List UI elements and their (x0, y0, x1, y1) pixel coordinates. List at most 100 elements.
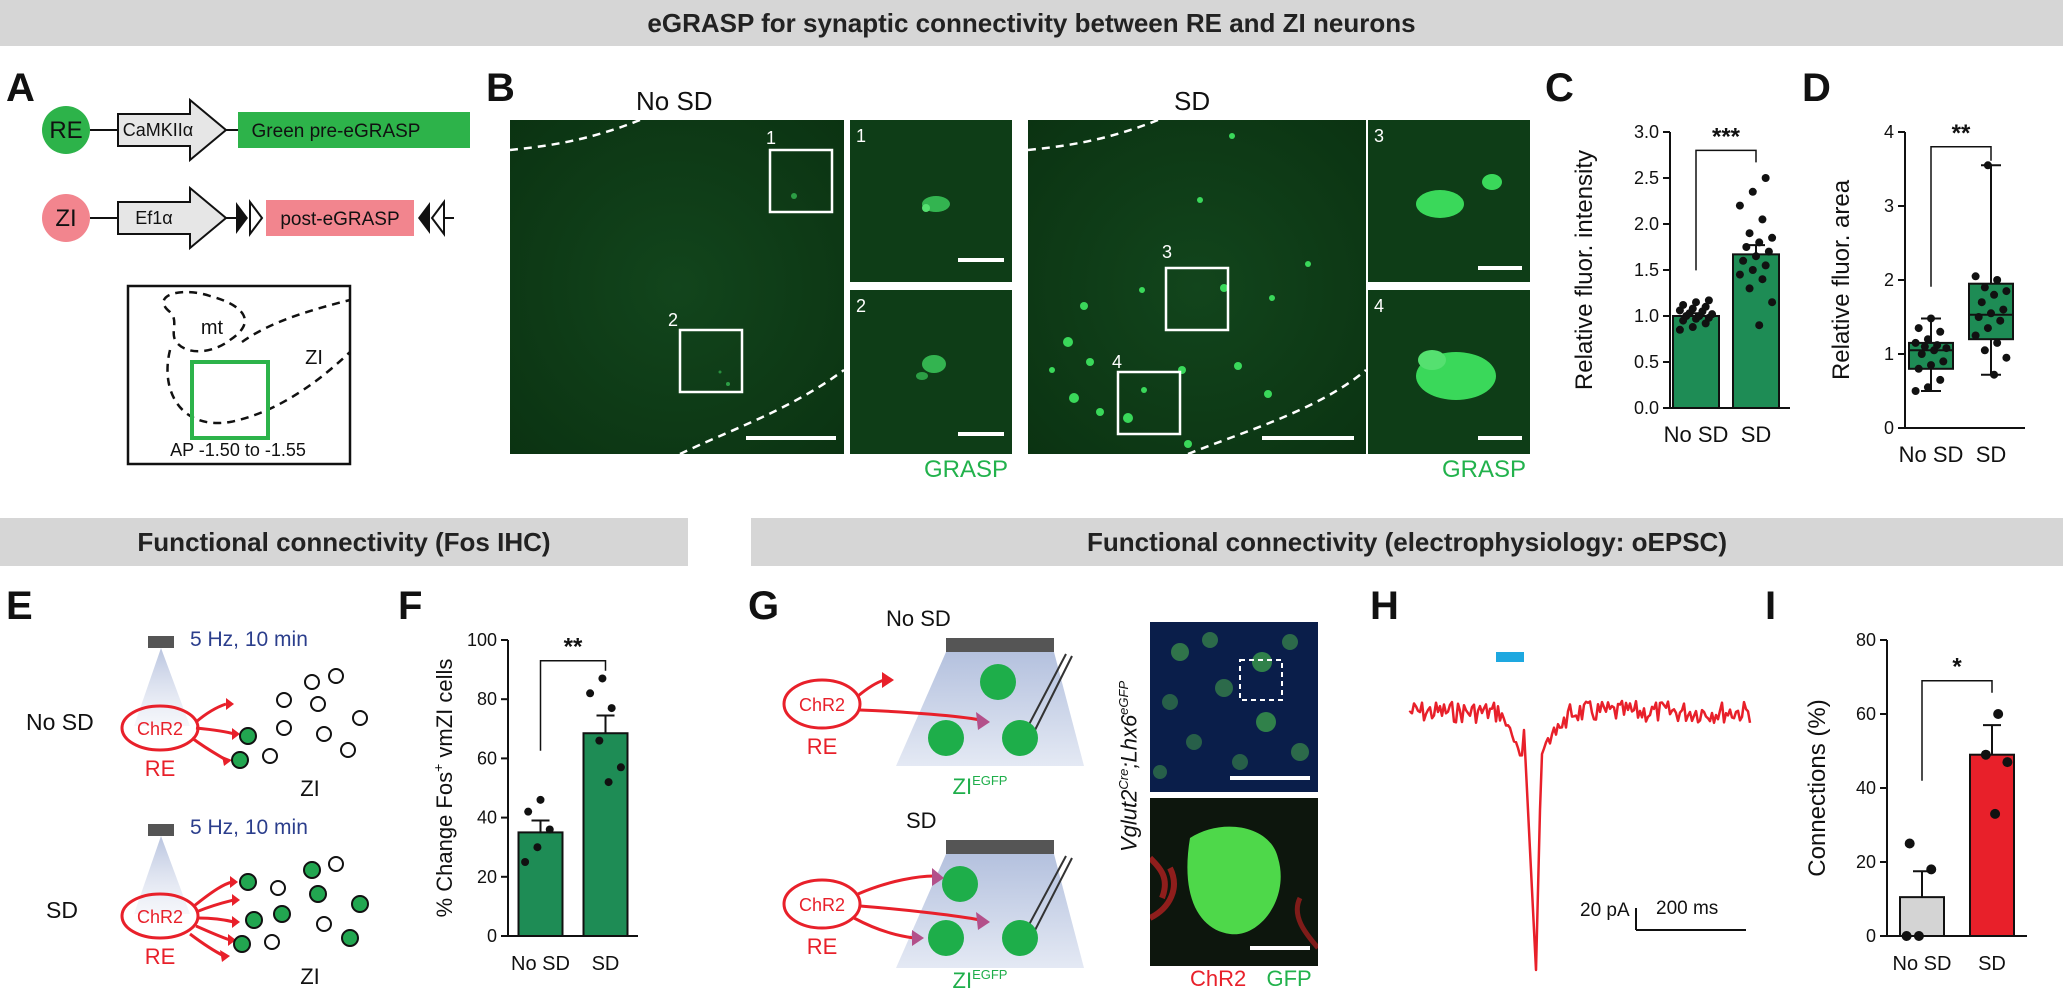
y-tick-label: 80 (477, 689, 497, 709)
significance-bracket (1921, 679, 1993, 781)
y-tick-label: 3.0 (1634, 122, 1659, 142)
y-tick-label: 2 (1884, 270, 1894, 290)
data-point (1748, 266, 1757, 274)
data-point (1704, 296, 1713, 305)
y-tick-label: 1.5 (1634, 260, 1659, 280)
data-point (2002, 757, 2013, 768)
data-point (1688, 323, 1697, 332)
data-point (1755, 321, 1764, 330)
data-point (604, 778, 613, 787)
condition-sd: SD (906, 808, 937, 833)
data-point (598, 674, 607, 683)
trace-line (1408, 699, 1752, 972)
x-category-label: SD (1978, 953, 2006, 975)
scale-ms-label: 200 ms (1656, 898, 1718, 919)
light-cone (134, 836, 190, 914)
data-point (586, 689, 595, 698)
data-point (1996, 316, 2005, 325)
legend-gfp: GFP (1266, 966, 1312, 991)
panel-label-e: E (6, 584, 33, 628)
panel-label-b: B (486, 66, 515, 110)
re-neuron (120, 892, 200, 940)
y-axis-label: Relative fluor. intensity (1571, 150, 1598, 390)
pre-egrasp-box (238, 112, 470, 148)
condition-sd: SD (46, 897, 78, 923)
y-tick-label: 0 (1884, 418, 1894, 438)
panel-label-g: G (748, 584, 780, 628)
re-label: RE (807, 734, 838, 759)
zi-neuron (928, 720, 964, 756)
post-egrasp-label: post-eGRASP (280, 209, 399, 230)
zoom-roi-box (1239, 659, 1283, 701)
data-point (1914, 364, 1923, 373)
chart-c: 0.0 0.5 1.0 1.5 2.0 2.5 3.0 Relative fluor. int… (1571, 122, 1790, 447)
data-point (1764, 247, 1773, 256)
y-tick-label: 20 (477, 867, 497, 887)
data-point (524, 807, 533, 816)
data-point (1993, 338, 2002, 347)
panel-g-schematic: No SD ChR2 RE ZIEGFP SD ChR2 RE ZIEGFP (782, 606, 1084, 990)
lox-triangle (249, 199, 264, 237)
data-point (1735, 201, 1744, 210)
data-point (1971, 272, 1980, 281)
ef1a-label: Ef1α (135, 208, 172, 228)
data-point (1745, 229, 1754, 238)
data-point (1923, 383, 1932, 392)
y-tick-label: 100 (467, 630, 497, 650)
x-category-label: No SD (1899, 442, 1964, 467)
zi-boundary (166, 349, 351, 425)
bar (1732, 253, 1780, 409)
re-circle (42, 106, 90, 154)
data-point (1758, 275, 1767, 284)
data-point (1990, 290, 1999, 299)
section-outline (126, 284, 352, 466)
data-point (1920, 342, 1929, 351)
data-point (1936, 327, 1945, 336)
data-point (2002, 287, 2011, 296)
re-label: RE (49, 117, 82, 144)
inset-label-3: 3 (1374, 126, 1384, 146)
data-point (521, 858, 530, 866)
data-point (1742, 243, 1751, 251)
sd-inset-4: 4 (1368, 290, 1530, 454)
condition-nosd: No SD (886, 606, 951, 631)
roi-box-1 (768, 148, 834, 214)
data-point (1735, 270, 1744, 279)
mt-outline (162, 290, 246, 353)
zi-neuron (1002, 720, 1038, 756)
data-point (1990, 808, 2001, 819)
sd-inset-3: 3 (1368, 120, 1530, 282)
roi-label-2: 2 (668, 310, 678, 330)
y-tick-label: 40 (1856, 778, 1876, 798)
data-point (1761, 261, 1770, 270)
y-tick-label: 2.0 (1634, 214, 1659, 234)
data-point (1913, 931, 1924, 941)
zi-neuron (928, 920, 964, 956)
oepsc-trace: 20 pA 200 ms (1408, 652, 1752, 972)
chr2-label: ChR2 (137, 719, 183, 739)
condition-nosd: No SD (26, 709, 94, 735)
zi-circle (42, 194, 90, 242)
data-point (1974, 313, 1983, 321)
data-point (616, 763, 625, 772)
bar (1899, 896, 1945, 937)
data-point (1901, 931, 1912, 941)
data-point (1999, 305, 2008, 314)
significance-marker: ** (1952, 120, 1971, 147)
grasp-label-sd: GRASP (1442, 456, 1527, 483)
data-point (1993, 276, 2002, 284)
roi-box (190, 360, 270, 440)
data-point (1748, 187, 1757, 196)
data-point (2002, 353, 2011, 362)
re-label: RE (145, 944, 176, 969)
significance-marker: *** (1712, 123, 1741, 150)
data-point (1936, 375, 1945, 384)
nosd-micrograph: 1 2 (510, 120, 844, 454)
data-point (1983, 324, 1992, 333)
data-point (1701, 302, 1710, 311)
zi-neuron (1002, 920, 1038, 956)
significance-bracket (539, 659, 607, 751)
data-point (1990, 370, 1999, 379)
chart-i: 0 20 40 60 80 Connections (%) No SD SD * (1804, 630, 2027, 975)
roi-label-1: 1 (766, 128, 776, 148)
